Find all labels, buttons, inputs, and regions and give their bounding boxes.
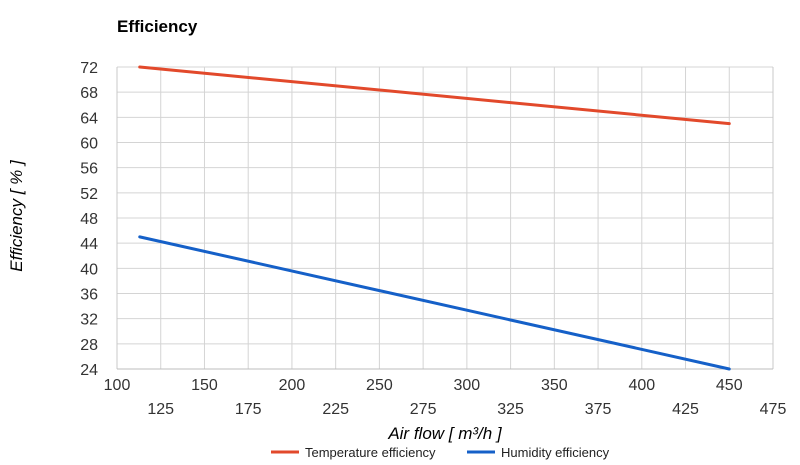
- series-layer: [138, 65, 731, 371]
- x-tick-label: 350: [541, 377, 568, 394]
- legend-label: Humidity efficiency: [501, 445, 610, 460]
- x-tick-label: 200: [279, 377, 306, 394]
- y-tick-label: 68: [80, 85, 98, 102]
- y-tick-labels: 24 28 32 36 40 44 48 52 56 60 64 68 72: [80, 60, 98, 379]
- x-tick-label: 100: [104, 377, 131, 394]
- x-tick-label: 375: [585, 401, 612, 418]
- y-tick-label: 56: [80, 161, 98, 178]
- y-tick-label: 48: [80, 211, 98, 228]
- x-tick-label: 225: [322, 401, 349, 418]
- x-tick-label: 450: [716, 377, 743, 394]
- y-tick-label: 32: [80, 312, 98, 329]
- legend: Temperature efficiency Humidity efficienc…: [271, 445, 610, 460]
- y-axis-title: Efficiency [ % ]: [7, 159, 26, 272]
- x-tick-label: 325: [497, 401, 524, 418]
- x-tick-label: 250: [366, 377, 393, 394]
- x-tick-label: 425: [672, 401, 699, 418]
- y-tick-label: 52: [80, 186, 98, 203]
- chart-title: Efficiency: [117, 17, 198, 36]
- x-tick-labels: 100 150 200 250 300 350 400 450 125 175 225 275 325 3…: [104, 377, 787, 418]
- legend-label: Temperature efficiency: [305, 445, 436, 460]
- y-tick-label: 40: [80, 261, 98, 278]
- plot-frame: [116, 67, 774, 370]
- y-tick-label: 24: [80, 362, 98, 379]
- y-tick-label: 64: [80, 110, 98, 127]
- y-tick-label: 72: [80, 60, 98, 77]
- y-tick-label: 36: [80, 287, 98, 304]
- series-line-humidity: [138, 235, 731, 371]
- x-axis-title: Air flow [ m³/h ]: [387, 424, 503, 443]
- x-tick-label: 150: [191, 377, 218, 394]
- x-tick-label: 400: [628, 377, 655, 394]
- y-tick-label: 28: [80, 337, 98, 354]
- y-tick-label: 60: [80, 136, 98, 153]
- grid-layer: [116, 66, 774, 370]
- x-tick-label: 475: [760, 401, 787, 418]
- series-line-temperature: [138, 65, 731, 126]
- x-tick-label: 275: [410, 401, 437, 418]
- x-tick-label: 175: [235, 401, 262, 418]
- x-tick-label: 300: [454, 377, 481, 394]
- x-tick-label: 125: [147, 401, 174, 418]
- y-tick-label: 44: [80, 236, 98, 253]
